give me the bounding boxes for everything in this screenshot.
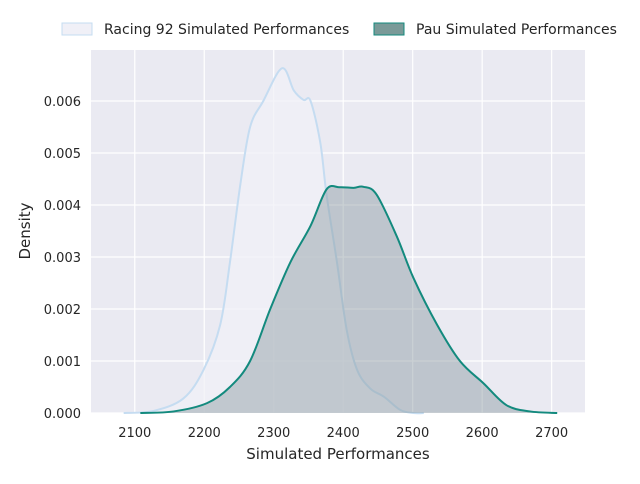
density-line-racing92 (123, 67, 424, 415)
legend-swatch-racing92 (61, 22, 93, 36)
x-axis-label: Simulated Performances (246, 445, 430, 463)
legend: Racing 92 Simulated Performances Pau Sim… (61, 22, 617, 38)
y-tick-label: 0.006 (44, 95, 81, 110)
density-area-pau (140, 185, 558, 413)
x-tick-label: 2600 (466, 426, 499, 441)
legend-swatch-pau (373, 22, 405, 36)
legend-label-racing92: Racing 92 Simulated Performances (104, 22, 349, 38)
x-tick-label: 2700 (535, 426, 568, 441)
y-tick-label: 0.003 (44, 251, 81, 266)
x-tick-label: 2100 (118, 426, 151, 441)
x-tick-label: 2200 (188, 426, 221, 441)
y-tick-label: 0.000 (44, 407, 81, 422)
y-tick-label: 0.002 (44, 303, 81, 318)
legend-label-pau: Pau Simulated Performances (416, 22, 617, 38)
x-tick-label: 2300 (257, 426, 290, 441)
y-axis-label: Density (16, 202, 34, 259)
y-tick-label: 0.005 (44, 147, 81, 162)
density-line-pau (140, 184, 558, 414)
y-tick-label: 0.001 (44, 355, 81, 370)
x-tick-label: 2500 (396, 426, 429, 441)
density-area-racing92 (123, 68, 424, 414)
x-tick-label: 2400 (327, 426, 360, 441)
y-tick-label: 0.004 (44, 199, 81, 214)
